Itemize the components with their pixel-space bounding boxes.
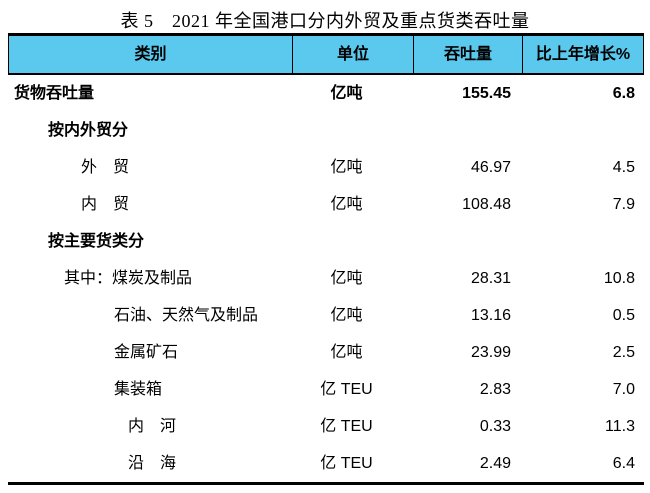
- row-throughput-value: 2.83: [479, 381, 511, 398]
- row-label: 内 河: [128, 418, 177, 435]
- row-growth-value: 7.9: [612, 196, 635, 213]
- table-body: 货物吞吐量 亿吨 155.45 6.8 按内外贸分外 贸亿吨 46.97 4.5 内 贸亿吨 1…: [8, 75, 644, 485]
- row-throughput-value: 2.49: [479, 455, 511, 472]
- row-throughput-value: 108.48: [462, 196, 511, 213]
- row-throughput-value: 13.16: [470, 307, 511, 324]
- table-row: 金属矿石 亿吨 23.99 2.5: [8, 334, 644, 371]
- row-label: 金属矿石: [114, 344, 179, 361]
- table-row: 货物吞吐量 亿吨 155.45 6.8: [8, 75, 644, 112]
- row-label: 按内外贸分: [48, 122, 129, 139]
- row-unit: 亿吨: [330, 307, 363, 324]
- column-header-throughput: 吞吐量: [414, 36, 523, 74]
- row-label: 其中：煤炭及制品: [64, 270, 193, 287]
- row-unit: 亿吨: [330, 85, 363, 102]
- table-row: 其中：煤炭及制品 亿吨 28.31 10.8: [8, 260, 644, 297]
- row-throughput-value: 28.31: [470, 270, 511, 287]
- row-throughput-value: 46.97: [470, 159, 511, 176]
- row-throughput-value: 23.99: [470, 344, 511, 361]
- row-label: 沿 海: [128, 455, 177, 472]
- row-unit: 亿 TEU: [320, 455, 373, 472]
- row-growth-value: 4.5: [612, 159, 635, 176]
- table-header-row: 类别 单位 吞吐量 比上年增长%: [8, 33, 644, 75]
- row-unit: [293, 112, 414, 149]
- row-label: 外 贸: [81, 159, 130, 176]
- table-row: 石油、天然气及制品 亿吨 13.16 0.5: [8, 297, 644, 334]
- row-throughput-value: 0.33: [479, 418, 511, 435]
- row-throughput-value: 155.45: [462, 85, 511, 102]
- table-row: 内 贸 亿吨 108.48 7.9: [8, 186, 644, 223]
- row-throughput-value: [414, 223, 523, 260]
- row-growth-value: [523, 112, 644, 149]
- throughput-table: 类别 单位 吞吐量 比上年增长% 货物吞吐量 亿吨 155.45 6.8 按内外贸分外 …: [8, 33, 644, 485]
- row-unit: 亿 TEU: [320, 381, 373, 398]
- row-growth-value: 10.8: [603, 270, 635, 287]
- row-label: 内 贸: [81, 196, 130, 213]
- row-growth-value: 7.0: [612, 381, 635, 398]
- table-row: 按内外贸分: [8, 112, 644, 149]
- table-row: 集装箱 亿 TEU 2.83 7.0: [8, 371, 644, 408]
- row-unit: 亿吨: [330, 159, 363, 176]
- row-label: 集装箱: [114, 381, 163, 398]
- row-unit: 亿吨: [330, 196, 363, 213]
- row-label: 货物吞吐量: [14, 85, 95, 102]
- column-header-yoy-growth: 比上年增长%: [535, 46, 631, 63]
- row-unit: 亿吨: [330, 270, 363, 287]
- row-label: 按主要货类分: [48, 233, 145, 250]
- row-unit: [293, 223, 414, 260]
- table-title: 表 5 2021 年全国港口分内外贸及重点货类吞吐量: [120, 11, 530, 31]
- row-unit: 亿吨: [330, 344, 363, 361]
- row-growth-value: 11.3: [605, 418, 635, 435]
- row-growth-value: 6.8: [612, 85, 635, 102]
- table-row: 内 河 亿 TEU 0.33 11.3: [8, 408, 644, 445]
- row-unit: 亿 TEU: [320, 418, 373, 435]
- table-row: 按主要货类分: [8, 223, 644, 260]
- column-header-category: 类别: [9, 36, 293, 74]
- row-throughput-value: [414, 112, 523, 149]
- table-row: 外 贸 亿吨 46.97 4.5: [8, 149, 644, 186]
- row-growth-value: 0.5: [612, 307, 635, 324]
- table-row: 沿 海 亿 TEU 2.49 6.4: [8, 445, 644, 482]
- row-growth-value: 2.5: [612, 344, 635, 361]
- column-header-unit: 单位: [293, 36, 414, 74]
- row-growth-value: 6.4: [612, 455, 635, 472]
- row-growth-value: [523, 223, 644, 260]
- row-label: 石油、天然气及制品: [114, 307, 259, 324]
